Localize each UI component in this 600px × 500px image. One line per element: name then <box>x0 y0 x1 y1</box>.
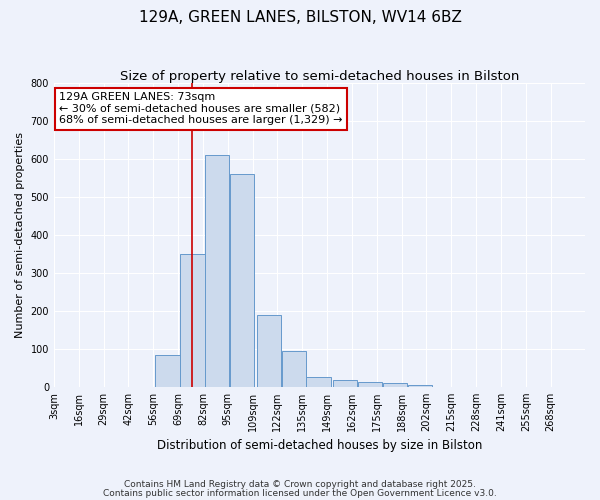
Bar <box>180 254 205 387</box>
Bar <box>205 155 229 387</box>
X-axis label: Distribution of semi-detached houses by size in Bilston: Distribution of semi-detached houses by … <box>157 440 482 452</box>
Title: Size of property relative to semi-detached houses in Bilston: Size of property relative to semi-detach… <box>120 70 519 83</box>
Text: 129A GREEN LANES: 73sqm
← 30% of semi-detached houses are smaller (582)
68% of s: 129A GREEN LANES: 73sqm ← 30% of semi-de… <box>59 92 343 126</box>
Bar <box>230 174 254 387</box>
Text: Contains HM Land Registry data © Crown copyright and database right 2025.: Contains HM Land Registry data © Crown c… <box>124 480 476 489</box>
Bar <box>307 376 331 387</box>
Bar <box>333 380 358 387</box>
Bar <box>281 352 306 387</box>
Text: 129A, GREEN LANES, BILSTON, WV14 6BZ: 129A, GREEN LANES, BILSTON, WV14 6BZ <box>139 10 461 25</box>
Y-axis label: Number of semi-detached properties: Number of semi-detached properties <box>15 132 25 338</box>
Bar <box>383 383 407 387</box>
Bar <box>407 385 432 387</box>
Bar <box>358 382 382 387</box>
Bar <box>155 356 180 387</box>
Text: Contains public sector information licensed under the Open Government Licence v3: Contains public sector information licen… <box>103 488 497 498</box>
Bar <box>257 314 281 387</box>
